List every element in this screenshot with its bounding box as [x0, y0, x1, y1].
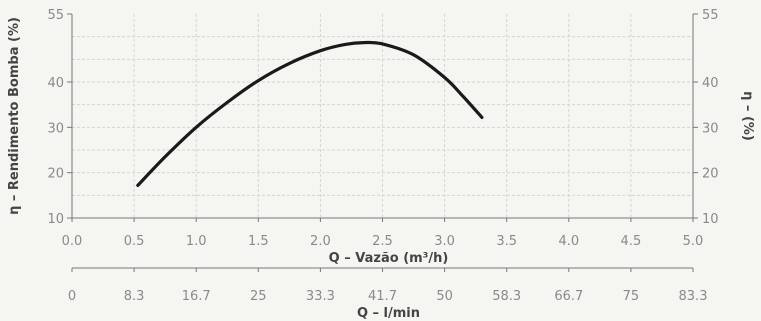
y-tick-label-right: 30 — [702, 121, 719, 136]
x-tick-label: 1.5 — [248, 234, 269, 249]
x-tick-label: 0.0 — [62, 234, 83, 249]
y-tick-label-left: 55 — [47, 8, 64, 23]
secondary-x-tick-label: 58.3 — [492, 289, 521, 304]
x-tick-label: 3.0 — [434, 234, 455, 249]
y-tick-label-right: 10 — [702, 212, 719, 227]
x-tick-label: 0.5 — [124, 234, 145, 249]
y-tick-label-left: 40 — [47, 76, 64, 91]
y-tick-label-right: 40 — [702, 76, 719, 91]
secondary-x-tick-label: 16.7 — [182, 289, 211, 304]
y-axis-title-right: η – (%) — [740, 91, 755, 141]
secondary-x-tick-label: 83.3 — [679, 289, 708, 304]
x-tick-label: 2.0 — [310, 234, 331, 249]
ticks: 10 10 20 20 30 30 40 40 55 55 0.0 0.5 1.0 1.5 2.0 2.5 3.… — [47, 8, 718, 304]
series — [136, 40, 484, 187]
x-tick-label: 2.5 — [372, 234, 393, 249]
y-axis-title-left: η – Rendimento Bomba (%) — [7, 17, 22, 215]
y-tick-label-left: 20 — [47, 167, 64, 182]
secondary-x-axis-title: Q – l/min — [357, 306, 420, 321]
secondary-x-tick-label: 25 — [250, 289, 267, 304]
x-tick-label: 1.0 — [186, 234, 207, 249]
secondary-x-tick-label: 50 — [436, 289, 453, 304]
secondary-x-tick-label: 41.7 — [368, 289, 397, 304]
x-tick-label: 4.0 — [558, 234, 579, 249]
x-axis-title: Q – Vazão (m³/h) — [329, 251, 449, 266]
secondary-x-tick-label: 75 — [623, 289, 640, 304]
secondary-x-tick-label: 8.3 — [124, 289, 145, 304]
efficiency-curve — [136, 40, 484, 187]
grid — [72, 14, 693, 218]
y-tick-label-left: 30 — [47, 121, 64, 136]
secondary-x-tick-label: 66.7 — [554, 289, 583, 304]
x-tick-label: 4.5 — [621, 234, 642, 249]
y-tick-label-left: 10 — [47, 212, 64, 227]
y-tick-label-right: 20 — [702, 167, 719, 182]
x-tick-label: 5.0 — [683, 234, 704, 249]
x-tick-label: 3.5 — [496, 234, 517, 249]
secondary-x-tick-label: 33.3 — [306, 289, 335, 304]
secondary-x-tick-label: 0 — [68, 289, 76, 304]
y-tick-label-right: 55 — [702, 8, 719, 23]
